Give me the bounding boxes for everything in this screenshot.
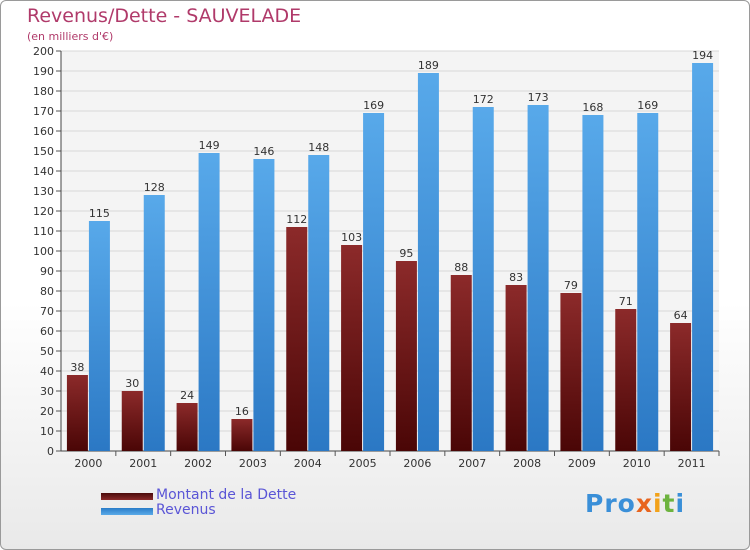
bar-revenus [417,73,439,451]
y-tick-label: 160 [33,125,54,138]
x-tick-label: 2005 [349,457,377,470]
data-label: 194 [692,49,713,62]
y-tick-label: 70 [40,305,54,318]
data-label: 168 [582,101,603,114]
bar-revenus [308,155,330,451]
data-label: 95 [399,247,413,260]
x-tick-label: 2001 [129,457,157,470]
bar-dette [231,419,253,451]
bar-revenus [88,221,110,451]
bar-dette [66,375,88,451]
legend-swatch-revenus [101,508,153,515]
y-tick-label: 120 [33,205,54,218]
bar-revenus [143,195,165,451]
y-tick-label: 30 [40,385,54,398]
data-label: 173 [528,91,549,104]
bar-revenus [363,113,385,451]
legend-label-revenus: Revenus [156,502,216,518]
data-label: 169 [363,99,384,112]
bar-dette [615,309,637,451]
data-label: 79 [564,279,578,292]
y-tick-label: 170 [33,105,54,118]
data-label: 146 [253,145,274,158]
data-label: 149 [199,139,220,152]
y-tick-label: 60 [40,325,54,338]
data-label: 71 [619,295,633,308]
bar-revenus [637,113,659,451]
y-tick-label: 50 [40,345,54,358]
data-label: 112 [286,213,307,226]
x-tick-label: 2011 [678,457,706,470]
x-tick-label: 2003 [239,457,267,470]
x-tick-label: 2002 [184,457,212,470]
data-label: 38 [70,361,84,374]
bar-dette [505,285,527,451]
y-tick-label: 190 [33,65,54,78]
x-tick-label: 2004 [294,457,322,470]
data-label: 30 [125,377,139,390]
legend-swatch-dette [101,493,153,500]
x-tick-label: 2008 [513,457,541,470]
data-label: 83 [509,271,523,284]
legend-label-dette: Montant de la Dette [156,487,297,503]
bar-dette [286,227,308,451]
y-tick-label: 0 [47,445,54,458]
y-tick-label: 180 [33,85,54,98]
x-tick-label: 2007 [458,457,486,470]
data-label: 88 [454,261,468,274]
data-label: 24 [180,389,194,402]
chart-title: Revenus/Dette - SAUVELADE [27,5,302,27]
bar-revenus [527,105,549,451]
y-tick-label: 90 [40,265,54,278]
x-tick-label: 2006 [403,457,431,470]
bar-revenus [198,153,220,451]
bar-dette [560,293,582,451]
y-tick-label: 130 [33,185,54,198]
x-tick-label: 2010 [623,457,651,470]
chart-subtitle: (en milliers d'€) [27,30,114,43]
y-tick-label: 80 [40,285,54,298]
y-tick-label: 140 [33,165,54,178]
bar-dette [341,245,363,451]
y-tick-label: 110 [33,225,54,238]
data-label: 169 [637,99,658,112]
bar-dette [670,323,692,451]
bar-revenus [582,115,604,451]
data-label: 189 [418,59,439,72]
bar-dette [176,403,198,451]
y-tick-label: 40 [40,365,54,378]
data-label: 16 [235,405,249,418]
bar-dette [395,261,417,451]
y-tick-label: 200 [33,45,54,58]
bar-revenus [692,63,714,451]
y-tick-label: 20 [40,405,54,418]
data-label: 148 [308,141,329,154]
data-label: 128 [144,181,165,194]
x-tick-label: 2000 [74,457,102,470]
bar-revenus [253,159,275,451]
bar-revenus [472,107,494,451]
x-tick-label: 2009 [568,457,596,470]
data-label: 64 [674,309,688,322]
data-label: 115 [89,207,110,220]
proxiti-logo: Proxiti [585,489,686,518]
data-label: 103 [341,231,362,244]
bar-dette [121,391,143,451]
y-tick-label: 150 [33,145,54,158]
bar-dette [450,275,472,451]
data-label: 172 [473,93,494,106]
y-tick-label: 100 [33,245,54,258]
y-tick-label: 10 [40,425,54,438]
